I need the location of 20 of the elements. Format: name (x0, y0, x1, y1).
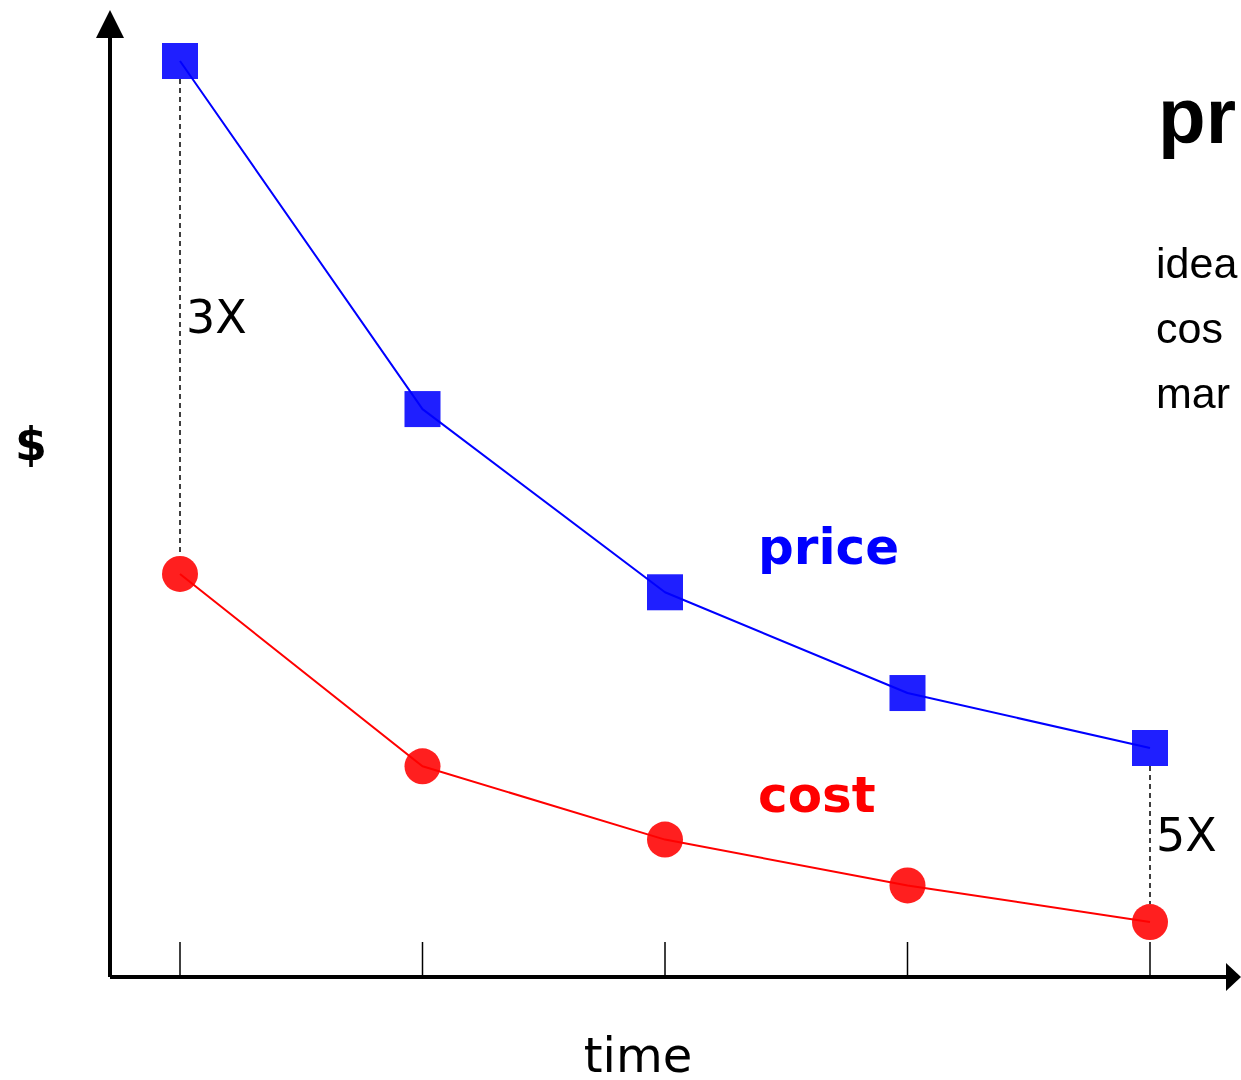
point (889, 675, 926, 712)
annotation: cos (1156, 304, 1223, 352)
series-label: cost (758, 765, 876, 824)
y-axis-title: $ (14, 417, 48, 471)
point (162, 555, 198, 592)
annotation: idea (1156, 239, 1238, 287)
point (404, 391, 441, 428)
point (647, 574, 683, 611)
annotation: 5X (1156, 808, 1217, 863)
point (889, 867, 926, 904)
point (647, 821, 683, 858)
chart-title: pr (1158, 72, 1236, 160)
annotation: 3X (186, 290, 247, 345)
point (1132, 904, 1168, 941)
point (162, 43, 198, 79)
series-label: price (758, 518, 900, 577)
x-axis-title: time (583, 1027, 693, 1080)
point (404, 748, 441, 785)
annotation: mar (1156, 369, 1231, 417)
point (1132, 730, 1168, 766)
